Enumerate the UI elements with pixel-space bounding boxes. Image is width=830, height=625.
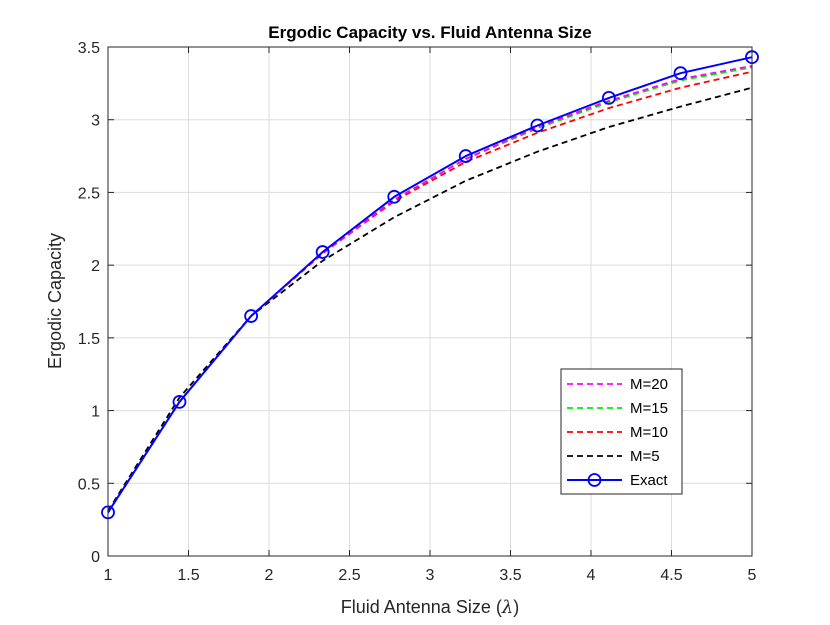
x-tick-label: 2 — [265, 567, 274, 584]
y-tick-label: 2.5 — [78, 185, 100, 202]
series-line-m20 — [107, 65, 753, 513]
data-point-exact — [530, 118, 545, 133]
data-point-exact — [387, 189, 402, 204]
data-point-exact — [458, 149, 473, 163]
legend-label-m15: M=15 — [630, 400, 668, 417]
x-axis-label-close: ) — [513, 597, 519, 617]
y-tick-label: 3 — [91, 113, 100, 130]
x-axis-label-text: Fluid Antenna Size ( — [341, 597, 502, 617]
legend-label-m20: M=20 — [630, 376, 668, 393]
legend-label-m5: M=5 — [630, 448, 660, 465]
y-tick-label: 1.5 — [78, 331, 100, 348]
x-tick-label: 1 — [104, 567, 113, 584]
x-tick-label: 3.5 — [499, 567, 521, 584]
legend-label-exact: Exact — [630, 472, 668, 489]
legend-items: M=20 M=15 M=10 M=5 Exact — [567, 376, 668, 489]
series-layer — [101, 50, 759, 520]
series-line-exact — [107, 56, 753, 513]
data-point-exact — [172, 394, 187, 409]
y-tick-labels: 0 0.5 1 1.5 2 2.5 3 3.5 — [78, 40, 100, 566]
x-axis-label: Fluid Antenna Size (λ) — [341, 597, 520, 618]
x-axis-label-symbol: λ — [501, 597, 513, 618]
data-point-exact — [244, 309, 259, 323]
x-tick-label: 1.5 — [177, 567, 199, 584]
x-tick-label: 4.5 — [660, 567, 682, 584]
x-tick-label: 3 — [426, 567, 435, 584]
ticks-layer — [107, 46, 753, 557]
data-point-exact — [315, 245, 330, 259]
y-tick-label: 0 — [91, 549, 100, 566]
y-tick-label: 2 — [91, 258, 100, 275]
chart-title: Ergodic Capacity vs. Fluid Antenna Size — [268, 23, 591, 42]
x-tick-labels: 1 1.5 2 2.5 3 3.5 4 4.5 5 — [104, 567, 757, 584]
y-tick-label: 3.5 — [78, 40, 100, 57]
y-axis-label: Ergodic Capacity — [45, 233, 65, 369]
series-line-m15 — [107, 66, 753, 513]
legend: M=20 M=15 M=10 M=5 Exact — [560, 368, 683, 495]
x-tick-label: 5 — [748, 567, 757, 584]
legend-marker-exact — [587, 473, 602, 487]
data-point-exact — [673, 66, 688, 81]
y-tick-label: 0.5 — [78, 476, 100, 493]
legend-label-m10: M=10 — [630, 424, 668, 441]
y-tick-label: 1 — [91, 404, 100, 421]
x-tick-label: 2.5 — [338, 567, 360, 584]
data-point-exact — [601, 91, 616, 105]
x-tick-label: 4 — [587, 567, 596, 584]
